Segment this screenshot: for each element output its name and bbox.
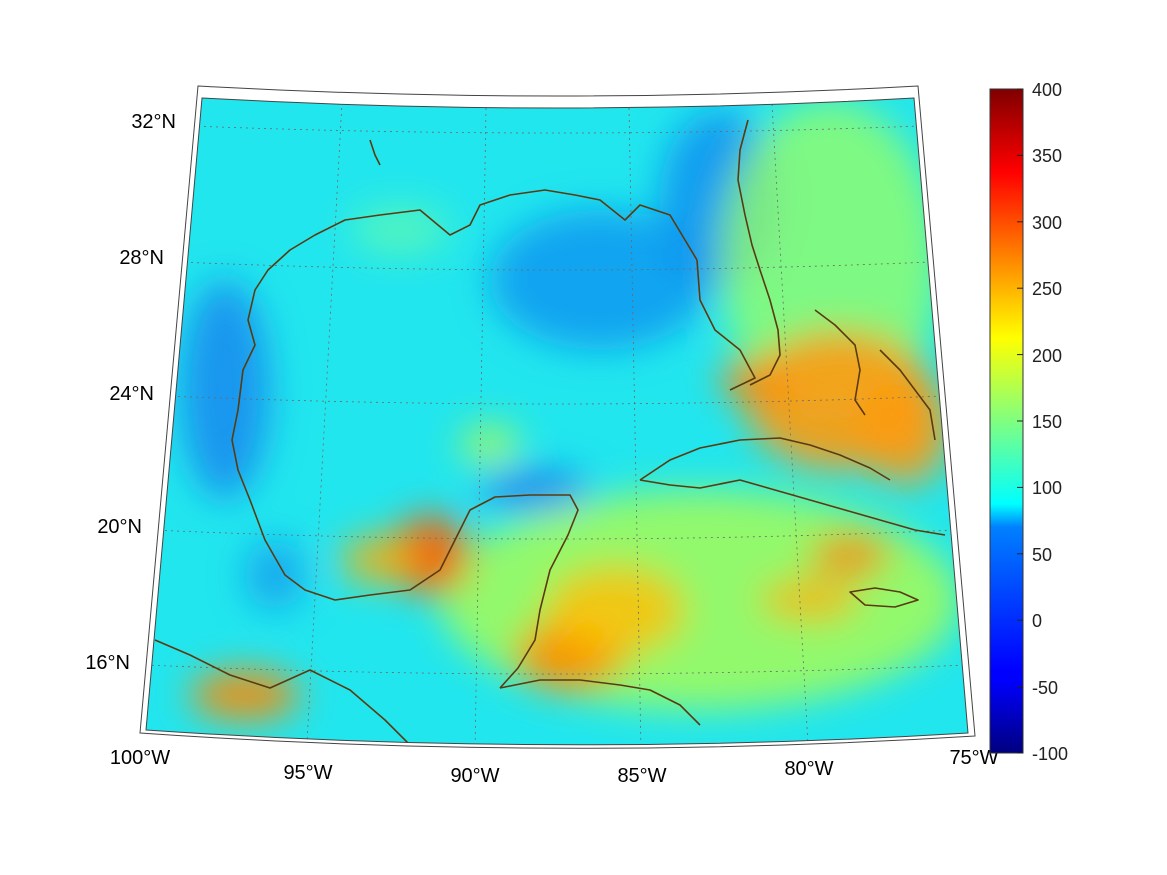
coast-pacific	[154, 639, 411, 745]
cb-label-350: 350	[1032, 146, 1062, 166]
lat-label-28: 28°N	[119, 247, 164, 269]
lat-label-16: 16°N	[85, 652, 130, 674]
coast-florida-east	[737, 119, 781, 386]
colorbar-ticks	[1017, 88, 1023, 754]
cb-label-50: 50	[1032, 545, 1052, 565]
lat-label-32: 32°N	[131, 111, 176, 133]
cb-label-200: 200	[1032, 346, 1062, 366]
frame-outer	[139, 85, 976, 749]
lon-label-85: 85°W	[617, 765, 666, 787]
field-mid-gulf-center	[460, 425, 520, 465]
lon-tick-labels: 100°W 95°W 90°W 85°W 80°W 75°W	[110, 747, 999, 787]
lon-label-90: 90°W	[450, 765, 499, 787]
field-high-jamaica	[810, 535, 890, 575]
frame-inner	[145, 97, 969, 746]
cb-label-400: 400	[1032, 80, 1062, 100]
coast-cuba	[639, 437, 891, 521]
coast-central-america-north	[499, 679, 701, 726]
field-high-pacific	[190, 670, 300, 720]
field-high-honduras	[545, 565, 685, 655]
map-field	[146, 98, 968, 745]
grid-lon-90	[474, 107, 487, 745]
lon-label-95: 95°W	[283, 762, 332, 784]
grid-lat-20	[152, 529, 955, 540]
coast-gulf-mainland	[231, 189, 756, 689]
grid-lon-85	[628, 107, 642, 745]
field-low-gulf-north	[490, 210, 710, 350]
cb-label-150: 150	[1032, 412, 1062, 432]
field-low-campeche	[245, 540, 305, 610]
cb-label-300: 300	[1032, 213, 1062, 233]
coast-hispaniola	[879, 519, 946, 536]
lon-label-80: 80°W	[784, 758, 833, 780]
colorbar-labels: 400 350 300 250 200 150 100 50 0 -50 -10…	[1032, 80, 1068, 764]
lon-label-75: 75°W	[949, 747, 998, 769]
field-mid-southcentral	[440, 490, 960, 710]
lon-label-100: 100°W	[110, 747, 170, 769]
lat-tick-labels: 32°N 28°N 24°N 20°N 16°N	[85, 111, 176, 674]
grid-lat-16	[146, 664, 967, 675]
graticule	[146, 101, 967, 745]
map-frame	[139, 85, 976, 749]
field-high-miami	[720, 360, 790, 400]
cb-label-neg50: -50	[1032, 678, 1058, 698]
field-low-west-coast	[180, 280, 270, 500]
field-mid-texas	[350, 205, 450, 255]
lat-label-20: 20°N	[97, 516, 142, 538]
grid-lon-95	[306, 101, 343, 744]
lat-label-24: 24°N	[109, 383, 154, 405]
field-high-hispaniola	[860, 375, 950, 485]
field-high-tabasco	[340, 535, 420, 585]
coast-bahamas-1	[814, 309, 866, 416]
cb-label-neg100: -100	[1032, 744, 1068, 764]
field-high-caribbean	[760, 580, 860, 620]
coastlines	[154, 119, 946, 745]
grid-lon-80	[771, 103, 809, 745]
colorbar: 400 350 300 250 200 150 100 50 0 -50 -10…	[989, 80, 1068, 764]
cb-label-0: 0	[1032, 611, 1042, 631]
cb-label-100: 100	[1032, 478, 1062, 498]
coast-jamaica	[849, 587, 919, 608]
grid-lat-32	[191, 125, 921, 134]
coast-texas-inner	[369, 139, 381, 166]
field-low-yucatan-north	[480, 470, 590, 510]
cb-label-250: 250	[1032, 279, 1062, 299]
coast-bahamas-2	[879, 349, 936, 441]
